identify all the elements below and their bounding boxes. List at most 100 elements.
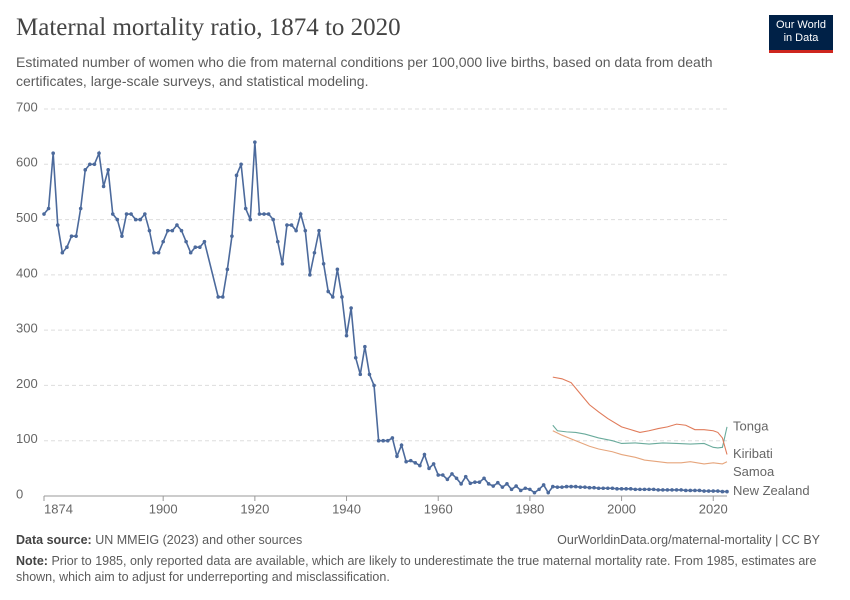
source-text: UN MMEIG (2023) and other sources [95,533,303,547]
data-point [496,480,500,485]
legend-label: Samoa [733,464,775,479]
data-point [619,487,624,491]
data-point [234,173,239,178]
data-point [454,476,459,481]
series-line [552,424,728,449]
x-tick-label: 1874 [44,501,73,516]
data-point [321,262,326,266]
data-point [541,483,546,487]
data-point [133,217,138,222]
data-point [720,489,725,494]
series-line [43,142,727,495]
source-url[interactable]: OurWorldinData.org/maternal-mortality | … [557,533,820,547]
data-point [115,217,120,222]
logo-line: Our World [776,19,826,31]
data-point [308,273,312,277]
data-point [358,372,363,377]
data-point [628,487,633,491]
data-point [555,485,560,489]
data-point [491,484,496,488]
data-point [683,488,688,493]
data-point [408,458,413,463]
y-tick-label: 0 [16,486,23,501]
data-point [65,245,69,250]
data-point [436,473,441,477]
logo[interactable]: Our World in Data [769,15,833,53]
data-point [285,223,289,227]
data-point [78,206,83,211]
data-point [175,223,179,227]
data-point [363,344,367,349]
data-point [445,477,450,482]
data-point [642,487,647,492]
data-point [376,438,381,443]
data-point [564,484,569,489]
data-point [697,488,702,493]
x-tick-label: 1980 [515,501,544,516]
data-point [294,228,298,233]
y-tick-label: 500 [16,210,38,225]
data-point [55,223,60,227]
chart-title: Maternal mortality ratio, 1874 to 2020 [16,14,401,41]
data-point [312,250,317,255]
data-point [385,438,390,443]
data-point [147,228,152,233]
data-point [51,151,55,156]
data-point [271,217,275,222]
data-point [509,487,514,492]
series-line [552,376,728,455]
data-point [46,206,51,211]
legend-label: Kiribati [733,446,773,461]
data-point [344,333,349,338]
data-point [243,206,248,211]
data-point [711,489,716,493]
data-point [74,234,78,238]
data-point [395,454,399,458]
data-point [138,217,143,222]
x-tick-label: 1900 [149,501,178,516]
data-point [202,239,207,244]
data-point [450,472,454,476]
data-point [143,212,147,216]
data-point [381,438,386,443]
data-point [101,184,106,189]
data-point [674,488,679,492]
data-point [188,250,193,255]
data-point [606,486,610,491]
data-point [353,355,358,360]
data-point [216,295,220,299]
data-point [257,212,262,216]
data-point [124,212,129,216]
data-point [656,488,661,492]
data-point [248,217,253,222]
data-point [486,482,491,486]
data-point [390,436,395,440]
data-point [427,466,431,471]
data-point [615,487,619,491]
data-point [372,383,376,388]
source: Data source: UN MMEIG (2023) and other s… [16,533,302,547]
data-point [706,489,711,493]
data-point [266,212,271,216]
data-point [184,239,188,244]
data-point [230,234,234,238]
legend-label: Tonga [733,418,769,433]
data-point [463,474,468,479]
data-point [60,250,65,255]
data-point [152,250,156,255]
x-tick-label: 2000 [607,501,636,516]
data-point [349,306,353,310]
data-point [69,234,74,238]
data-point [317,228,321,233]
data-point [670,488,674,492]
data-point [418,463,422,468]
data-point [725,489,729,494]
data-point [528,487,532,492]
data-point [129,212,133,216]
data-point [220,295,225,299]
data-point [92,162,97,167]
data-point [633,487,638,492]
data-point [523,486,528,491]
data-point [638,487,642,492]
